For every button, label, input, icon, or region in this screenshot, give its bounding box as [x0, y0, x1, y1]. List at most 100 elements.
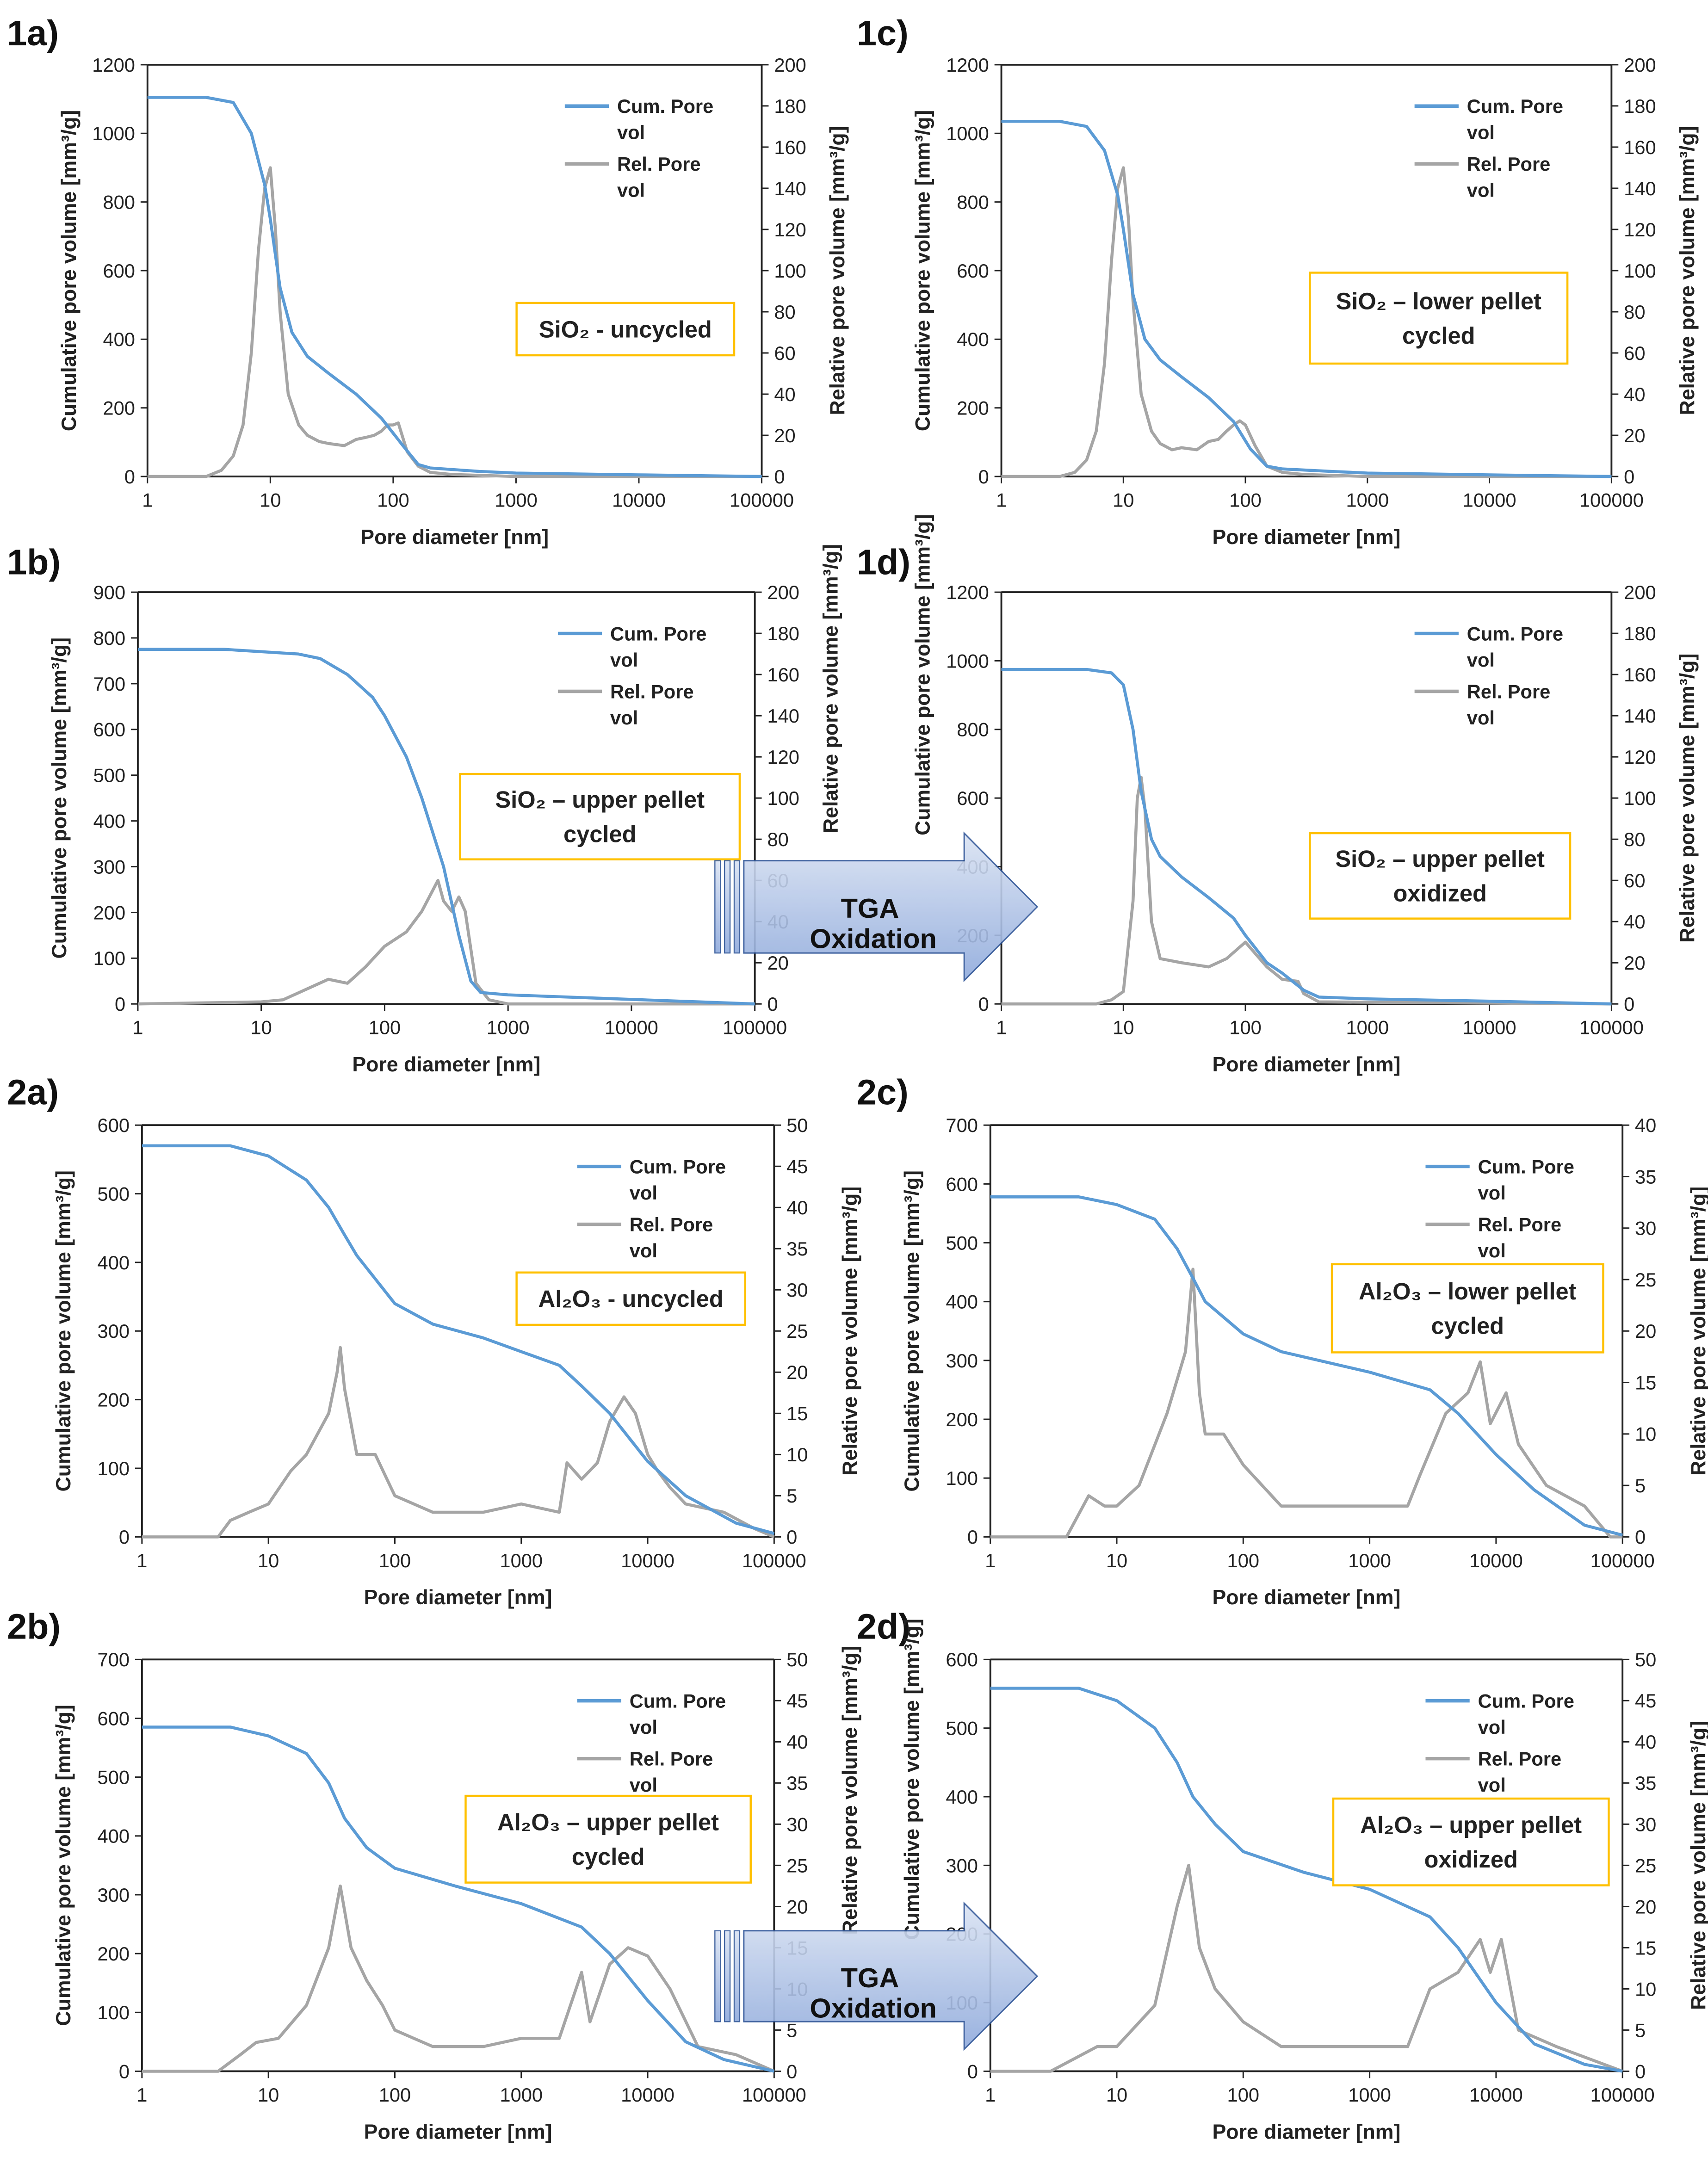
- right-y-axis-title: Relative pore volume [mm³/g]: [826, 126, 849, 415]
- left-y-tick-label: 0: [115, 993, 125, 1015]
- x-axis-title: Pore diameter [nm]: [364, 2121, 552, 2143]
- x-tick-label: 1: [985, 2084, 996, 2106]
- right-y-tick-label: 50: [786, 1114, 808, 1136]
- right-y-tick-label: 5: [1635, 1475, 1646, 1496]
- x-tick-label: 100: [1227, 1550, 1260, 1571]
- x-tick-label: 10000: [1469, 1550, 1523, 1571]
- panel-label: 2b): [7, 1607, 61, 1647]
- left-y-tick-label: 300: [946, 1350, 978, 1372]
- chart-1b: 1b)1 10 100 1000 10000 1000000100200300400500…: [7, 542, 842, 1076]
- left-y-tick-label: 800: [957, 192, 989, 213]
- left-y-tick-label: 700: [93, 673, 126, 695]
- right-y-tick-label: 25: [1635, 1855, 1656, 1876]
- chart-1d: 1d)1101001000100001000000200400600800100…: [857, 514, 1699, 1076]
- x-tick-label: 10: [1106, 2084, 1127, 2106]
- right-y-tick-label: 15: [1635, 1372, 1656, 1393]
- right-y-tick-label: 0: [767, 993, 778, 1015]
- right-y-tick-label: 40: [786, 1197, 808, 1218]
- x-tick-label: 10000: [621, 2084, 675, 2106]
- legend-label-relative: Rel. Pore: [617, 153, 701, 175]
- left-y-tick-label: 1000: [946, 123, 989, 144]
- legend-label-relative: Rel. Pore: [630, 1748, 713, 1770]
- right-y-tick-label: 100: [767, 787, 799, 809]
- left-y-axis-title: Cumulative pore volume [mm³/g]: [52, 1705, 75, 2026]
- cumulative-pore-volume-line: [147, 96, 762, 478]
- relative-pore-volume-line: [1001, 776, 1612, 1006]
- x-axis-title: Pore diameter [nm]: [1213, 526, 1401, 549]
- legend-label-relative: Rel. Pore: [1478, 1748, 1562, 1770]
- chart-2c: 2c)1 10 100 1000 10000 1000000100200300400500…: [857, 1073, 1708, 1609]
- sample-annotation-box: [1309, 832, 1572, 920]
- sample-annotation-text: Al₂O₃ - uncycled: [538, 1286, 724, 1312]
- x-tick-label: 10: [1106, 1550, 1127, 1571]
- right-y-axis-title: Relative pore volume [mm³/g]: [1687, 1187, 1708, 1476]
- x-tick-label: 1000: [1348, 1550, 1391, 1571]
- sample-annotation-box: [1332, 1797, 1610, 1886]
- left-y-tick-label: 700: [946, 1114, 978, 1136]
- arrow-stripe: [724, 860, 731, 954]
- right-y-tick-label: 35: [1635, 1166, 1656, 1187]
- legend-label-relative-cont: vol: [617, 179, 645, 201]
- left-y-tick-label: 800: [93, 627, 126, 649]
- x-tick-label: 100000: [723, 1017, 787, 1039]
- left-y-tick-label: 100: [946, 1467, 978, 1489]
- right-y-tick-label: 5: [786, 1485, 797, 1507]
- relative-pore-volume-line: [137, 878, 755, 1006]
- sample-annotation-text: Al₂O₃ – lower pellet: [1359, 1278, 1577, 1305]
- left-y-tick-label: 0: [967, 2060, 978, 2082]
- tga-oxidation-arrow: TGA Oxidation: [714, 1901, 1039, 2051]
- right-y-tick-label: 0: [1635, 1526, 1646, 1548]
- left-y-tick-label: 500: [946, 1718, 978, 1739]
- sample-annotation-box: [1309, 272, 1569, 365]
- right-y-tick-label: 0: [1624, 466, 1634, 488]
- right-y-tick-label: 160: [1624, 664, 1656, 686]
- left-y-tick-label: 400: [103, 328, 135, 350]
- legend-label-relative: Rel. Pore: [610, 680, 694, 702]
- left-y-tick-label: 400: [946, 1786, 978, 1808]
- x-tick-label: 1: [996, 1017, 1007, 1039]
- right-y-tick-label: 10: [1635, 1423, 1656, 1445]
- x-axis-title: Pore diameter [nm]: [360, 526, 549, 549]
- left-y-tick-label: 300: [98, 1884, 130, 1906]
- cumulative-pore-volume-line: [142, 1725, 775, 2073]
- right-y-tick-label: 160: [1624, 136, 1656, 158]
- left-y-tick-label: 600: [98, 1114, 130, 1136]
- right-y-tick-label: 140: [1624, 178, 1656, 199]
- left-y-tick-label: 500: [98, 1767, 130, 1788]
- relative-pore-volume-line: [990, 1864, 1623, 2073]
- x-tick-label: 1000: [1346, 1017, 1389, 1039]
- right-y-tick-label: 200: [1624, 54, 1656, 76]
- legend-label-cumulative-cont: vol: [630, 1716, 657, 1738]
- right-y-tick-label: 40: [1624, 383, 1645, 405]
- arrow-stripe: [733, 860, 741, 954]
- right-y-tick-label: 120: [774, 219, 806, 241]
- right-y-tick-label: 40: [786, 1731, 808, 1753]
- left-y-tick-label: 400: [946, 1291, 978, 1313]
- arrow-shape: [743, 831, 1039, 983]
- right-y-axis-title: Relative pore volume [mm³/g]: [839, 1646, 861, 1935]
- right-y-tick-label: 0: [1624, 993, 1634, 1015]
- sample-annotation-text: SiO₂ – lower pellet: [1336, 288, 1541, 314]
- cumulative-pore-volume-line: [990, 1687, 1623, 2073]
- relative-pore-volume-line: [1001, 166, 1612, 478]
- panel-label: 1a): [7, 13, 59, 53]
- left-y-tick-label: 500: [93, 765, 126, 786]
- left-y-tick-label: 600: [98, 1707, 130, 1729]
- arrow-label-line: Oxidation: [810, 1992, 937, 2023]
- x-tick-label: 1000: [487, 1017, 530, 1039]
- left-y-tick-label: 1000: [92, 123, 135, 144]
- left-y-tick-label: 300: [93, 856, 126, 878]
- x-tick-label: 10000: [1469, 2084, 1523, 2106]
- legend-label-cumulative-cont: vol: [1478, 1182, 1506, 1204]
- x-tick-label: 1: [132, 1017, 143, 1039]
- left-y-axis-title: Cumulative pore volume [mm³/g]: [912, 514, 934, 835]
- right-y-tick-label: 45: [1635, 1690, 1656, 1712]
- left-y-tick-label: 0: [978, 993, 989, 1015]
- right-y-tick-label: 200: [774, 54, 806, 76]
- legend-label-cumulative-cont: vol: [630, 1182, 657, 1204]
- panel-label: 2a): [7, 1073, 59, 1113]
- left-y-tick-label: 500: [98, 1183, 130, 1205]
- right-y-tick-label: 80: [774, 301, 795, 323]
- left-y-tick-label: 600: [946, 1649, 978, 1670]
- x-tick-label: 1: [985, 1550, 996, 1571]
